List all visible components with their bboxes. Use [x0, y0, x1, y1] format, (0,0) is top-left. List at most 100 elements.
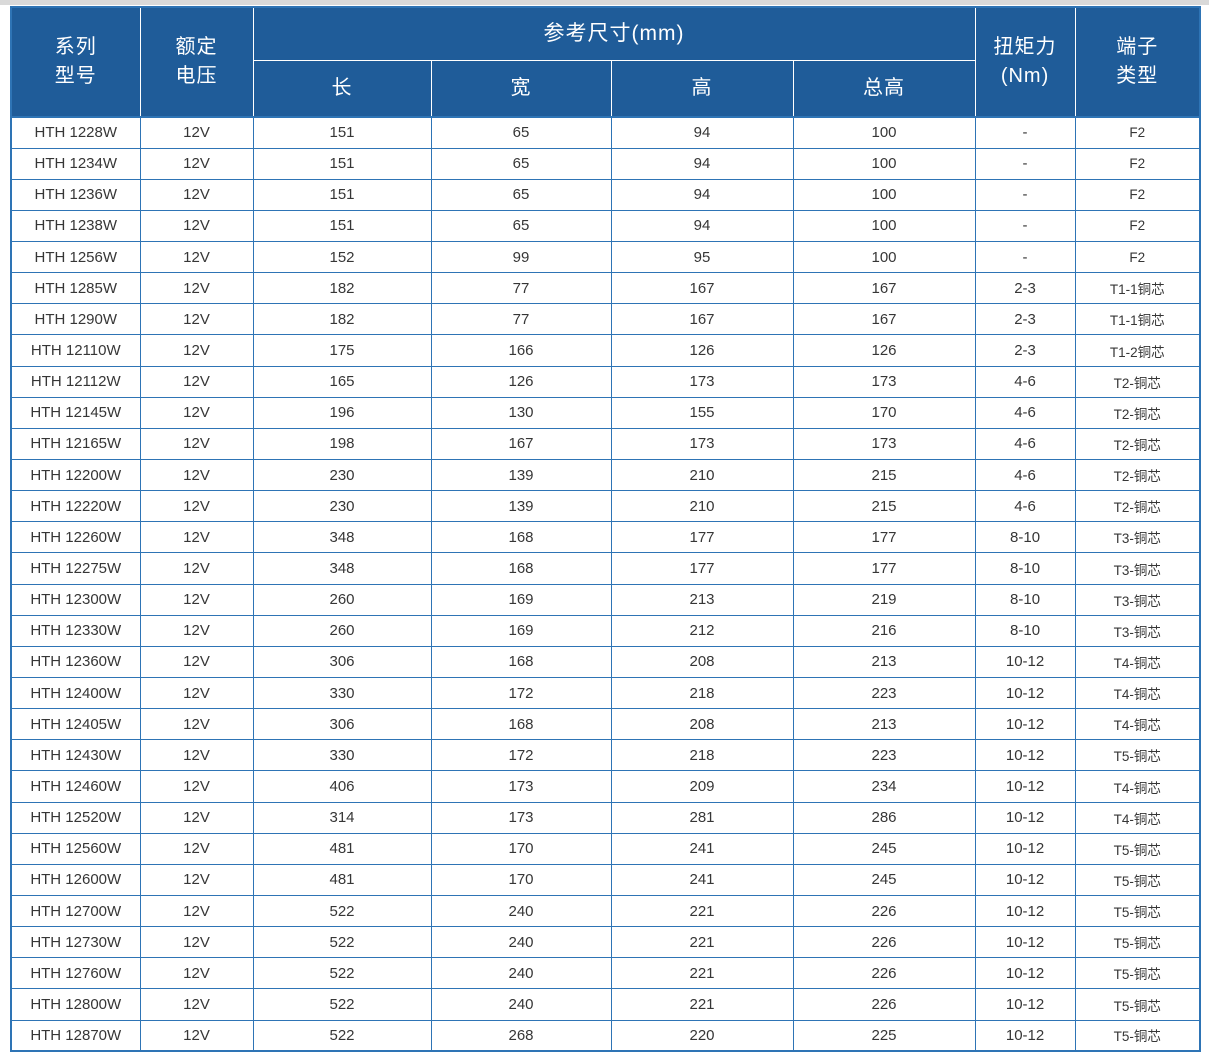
- table-row: HTH 12730W 12V 522 240 221 226 10-12 T5-铜芯: [10, 926, 1201, 959]
- cell-height: 167: [610, 303, 794, 336]
- cell-voltage: 12V: [139, 614, 254, 647]
- cell-torque: 2-3: [974, 303, 1076, 336]
- cell-total-height: 226: [792, 957, 976, 990]
- cell-total-height: 167: [792, 272, 976, 305]
- cell-voltage: 12V: [139, 677, 254, 710]
- table-row: HTH 12112W 12V 165 126 173 173 4-6 T2-铜芯: [10, 365, 1201, 398]
- cell-voltage: 12V: [139, 988, 254, 1021]
- cell-voltage: 12V: [139, 490, 254, 523]
- cell-total-height: 213: [792, 708, 976, 741]
- cell-height: 95: [610, 241, 794, 274]
- cell-width: 65: [430, 116, 612, 149]
- cell-terminal: T5-铜芯: [1074, 895, 1201, 928]
- table-row: HTH 12145W 12V 196 130 155 170 4-6 T2-铜芯: [10, 396, 1201, 429]
- table-row: HTH 12870W 12V 522 268 220 225 10-12 T5-铜芯: [10, 1019, 1201, 1052]
- cell-width: 172: [430, 677, 612, 710]
- cell-height: 209: [610, 770, 794, 803]
- cell-terminal: T4-铜芯: [1074, 770, 1201, 803]
- cell-width: 268: [430, 1019, 612, 1052]
- top-divider-bar: [0, 0, 1209, 5]
- cell-model: HTH 1256W: [10, 241, 141, 274]
- cell-terminal: T3-铜芯: [1074, 614, 1201, 647]
- cell-model: HTH 12870W: [10, 1019, 141, 1052]
- cell-terminal: T5-铜芯: [1074, 988, 1201, 1021]
- cell-total-height: 100: [792, 241, 976, 274]
- table-row: HTH 1256W 12V 152 99 95 100- F2: [10, 241, 1201, 274]
- cell-torque: 10-12: [974, 863, 1076, 897]
- cell-height: 126: [610, 334, 794, 367]
- cell-length: 348: [252, 552, 432, 585]
- cell-torque: -: [974, 241, 1076, 274]
- cell-voltage: 12V: [139, 895, 254, 928]
- cell-terminal: T3-铜芯: [1074, 521, 1201, 554]
- table-row: HTH 12405W 12V 306 168 208 213 10-12 T4-铜芯: [10, 708, 1201, 741]
- cell-voltage: 12V: [139, 832, 254, 865]
- cell-torque: 8-10: [974, 521, 1076, 554]
- table-header: 系列 型号 额定 电压 参考尺寸(mm) 扭矩力 (Nm) 端子 类型 长 宽 …: [10, 6, 1201, 118]
- cell-height: 177: [610, 521, 794, 554]
- table-row: HTH 12700W 12V 522 240 221 226 10-12 T5-铜芯: [10, 895, 1201, 928]
- cell-length: 306: [252, 645, 432, 679]
- table-row: HTH 1238W 12V 151 65 94 100- F2: [10, 209, 1201, 243]
- cell-voltage: 12V: [139, 116, 254, 149]
- cell-length: 198: [252, 427, 432, 461]
- cell-model: HTH 12275W: [10, 552, 141, 585]
- cell-terminal: T1-2铜芯: [1074, 334, 1201, 367]
- cell-width: 168: [430, 552, 612, 585]
- cell-height: 167: [610, 272, 794, 305]
- cell-length: 151: [252, 147, 432, 180]
- cell-voltage: 12V: [139, 272, 254, 305]
- cell-torque: 4-6: [974, 396, 1076, 429]
- cell-length: 522: [252, 1019, 432, 1052]
- cell-length: 522: [252, 895, 432, 928]
- cell-height: 218: [610, 677, 794, 710]
- cell-total-height: 100: [792, 209, 976, 243]
- cell-torque: 10-12: [974, 677, 1076, 710]
- cell-total-height: 173: [792, 427, 976, 461]
- cell-height: 218: [610, 739, 794, 772]
- header-terminal-type: 端子 类型: [1074, 6, 1201, 118]
- cell-height: 208: [610, 645, 794, 679]
- header-length: 长: [252, 59, 432, 118]
- table-row: HTH 12760W 12V 522 240 221 226 10-12 T5-铜芯: [10, 957, 1201, 990]
- cell-model: HTH 1234W: [10, 147, 141, 180]
- cell-model: HTH 12560W: [10, 832, 141, 865]
- cell-total-height: 215: [792, 490, 976, 523]
- cell-length: 314: [252, 801, 432, 834]
- cell-voltage: 12V: [139, 583, 254, 616]
- cell-voltage: 12V: [139, 1019, 254, 1052]
- cell-total-height: 215: [792, 459, 976, 492]
- cell-length: 481: [252, 863, 432, 897]
- cell-width: 172: [430, 739, 612, 772]
- cell-voltage: 12V: [139, 552, 254, 585]
- cell-terminal: T3-铜芯: [1074, 552, 1201, 585]
- cell-terminal: T2-铜芯: [1074, 396, 1201, 429]
- cell-model: HTH 12220W: [10, 490, 141, 523]
- cell-torque: 10-12: [974, 988, 1076, 1021]
- cell-width: 173: [430, 801, 612, 834]
- cell-total-height: 226: [792, 988, 976, 1021]
- cell-torque: 10-12: [974, 770, 1076, 803]
- cell-height: 177: [610, 552, 794, 585]
- cell-height: 220: [610, 1019, 794, 1052]
- cell-length: 165: [252, 365, 432, 398]
- cell-height: 155: [610, 396, 794, 429]
- cell-voltage: 12V: [139, 303, 254, 336]
- cell-width: 166: [430, 334, 612, 367]
- cell-torque: -: [974, 178, 1076, 211]
- cell-width: 170: [430, 832, 612, 865]
- cell-length: 152: [252, 241, 432, 274]
- cell-height: 94: [610, 178, 794, 211]
- cell-model: HTH 12145W: [10, 396, 141, 429]
- cell-model: HTH 12405W: [10, 708, 141, 741]
- cell-voltage: 12V: [139, 645, 254, 679]
- cell-length: 182: [252, 272, 432, 305]
- cell-torque: 10-12: [974, 645, 1076, 679]
- cell-length: 522: [252, 957, 432, 990]
- cell-height: 281: [610, 801, 794, 834]
- cell-voltage: 12V: [139, 427, 254, 461]
- cell-total-height: 223: [792, 739, 976, 772]
- cell-torque: 10-12: [974, 1019, 1076, 1052]
- cell-height: 221: [610, 895, 794, 928]
- cell-terminal: T5-铜芯: [1074, 1019, 1201, 1052]
